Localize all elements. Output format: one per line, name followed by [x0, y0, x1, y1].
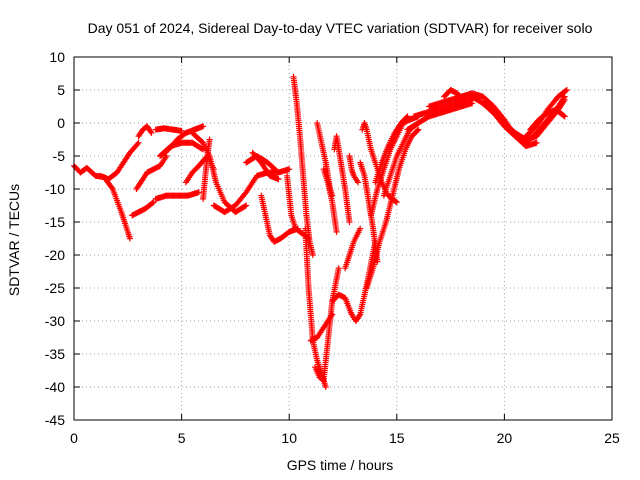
y-axis: -45 -40 -35 -30 -25 -20 -15 -10 -5 0 5 10 [45, 49, 612, 428]
series-trace-26 [342, 225, 364, 272]
y-tick-label: -30 [45, 313, 65, 329]
series-trace-24 [331, 133, 353, 225]
data-point [333, 228, 340, 235]
series-trace-3 [129, 199, 157, 219]
data-point [459, 95, 466, 102]
y-tick-label: -35 [45, 346, 65, 362]
series-trace-2 [96, 139, 142, 183]
series-trace-42 [522, 87, 570, 140]
chart-title: Day 051 of 2024, Sidereal Day-to-day VTE… [88, 20, 593, 36]
series-trace-40 [479, 96, 568, 143]
series-trace-18 [290, 73, 316, 258]
x-tick-label: 5 [178, 430, 186, 446]
series-layer [71, 73, 570, 390]
data-point [108, 184, 115, 191]
series-trace-6 [152, 125, 185, 134]
data-point [200, 123, 207, 130]
x-axis-label: GPS time / hours [287, 457, 394, 473]
data-point [195, 189, 202, 196]
data-point [149, 199, 156, 206]
data-point [210, 166, 217, 173]
x-tick-label: 10 [281, 430, 297, 446]
data-point [561, 113, 568, 120]
data-point [335, 265, 342, 272]
y-tick-label: 5 [57, 82, 65, 98]
data-point [126, 235, 133, 242]
data-point [355, 179, 362, 186]
data-point [460, 96, 467, 103]
data-point [322, 384, 329, 390]
plot-border [73, 56, 613, 421]
y-axis-label: SDTVAR / TECUs [6, 184, 22, 296]
x-axis: 0 5 10 15 20 25 [70, 57, 620, 446]
series-trace-12 [200, 136, 213, 202]
data-point [414, 127, 421, 134]
data-point [163, 153, 170, 159]
x-tick-label: 25 [604, 430, 620, 446]
data-point [286, 166, 293, 173]
data-point [356, 312, 363, 319]
series-trace-33 [372, 113, 411, 186]
data-point [560, 112, 567, 119]
data-point [135, 139, 142, 146]
data-point [309, 252, 316, 258]
data-point [404, 113, 411, 120]
data-point [148, 129, 155, 136]
data-point [147, 128, 154, 135]
data-point [346, 219, 353, 225]
series-trace-5 [135, 123, 155, 140]
series-trace-9 [157, 139, 207, 159]
data-point [242, 203, 249, 210]
data-point [415, 126, 422, 133]
data-point [357, 225, 364, 232]
series-trace-23 [320, 166, 340, 235]
series-trace-21 [312, 265, 342, 384]
y-tick-label: 0 [57, 115, 65, 131]
series-trace-31 [363, 126, 422, 291]
data-point [206, 136, 213, 143]
y-tick-label: -20 [45, 247, 65, 263]
grid-lines [74, 57, 612, 420]
series-trace-14 [243, 153, 293, 176]
data-point [393, 199, 400, 206]
x-tick-label: 20 [497, 430, 513, 446]
data-point [562, 87, 569, 94]
y-tick-label: -10 [45, 181, 65, 197]
data-point [533, 139, 540, 146]
series-trace-15 [249, 149, 282, 183]
series-trace-25 [329, 291, 355, 318]
series-trace-16 [258, 192, 301, 245]
y-tick-label: 10 [49, 49, 65, 65]
data-point [150, 199, 157, 206]
y-tick-label: -5 [53, 148, 66, 164]
y-tick-label: -45 [45, 412, 65, 428]
data-point [561, 96, 568, 103]
y-tick-label: -25 [45, 280, 65, 296]
series-trace-38 [441, 87, 467, 103]
data-point [563, 87, 570, 93]
data-point [275, 176, 282, 183]
series-trace-22 [314, 120, 336, 199]
series-trace-4 [133, 153, 170, 192]
x-tick-label: 0 [70, 430, 78, 446]
data-point [243, 202, 250, 209]
series-trace-8 [152, 189, 202, 202]
y-tick-label: -40 [45, 379, 65, 395]
series-trace-27 [346, 153, 362, 186]
data-point [319, 376, 326, 383]
data-point [403, 114, 410, 121]
x-tick-label: 15 [389, 430, 405, 446]
data-point [134, 141, 141, 148]
y-tick-label: -15 [45, 214, 65, 230]
series-trace-34 [380, 120, 422, 199]
